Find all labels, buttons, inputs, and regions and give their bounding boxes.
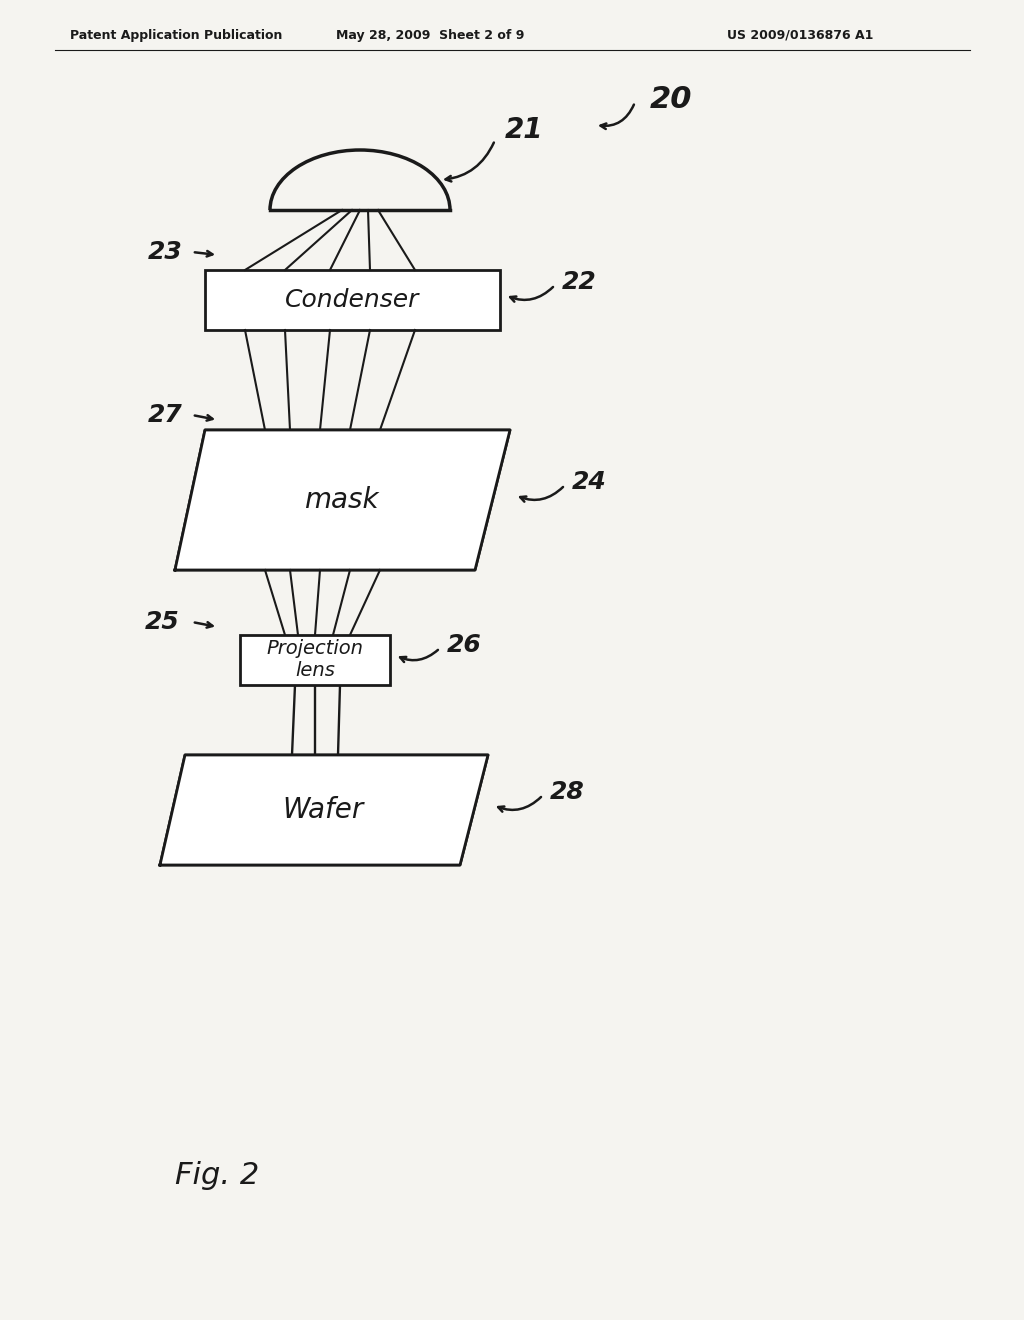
Text: 23: 23 [148,240,182,264]
Text: Projection
lens: Projection lens [266,639,364,681]
Text: 24: 24 [572,470,607,494]
Text: Fig. 2: Fig. 2 [175,1160,259,1189]
Text: 26: 26 [447,634,481,657]
Bar [205,271,500,330]
Text: Patent Application Publication: Patent Application Publication [70,29,283,41]
Bar [240,635,390,685]
Text: 21: 21 [505,116,544,144]
Text: 28: 28 [550,780,585,804]
Text: 22: 22 [562,271,597,294]
Text: May 28, 2009  Sheet 2 of 9: May 28, 2009 Sheet 2 of 9 [336,29,524,41]
Text: 25: 25 [145,610,180,634]
Text: US 2009/0136876 A1: US 2009/0136876 A1 [727,29,873,41]
Text: Condenser: Condenser [286,288,420,312]
Polygon shape [160,755,488,865]
Text: 20: 20 [650,86,692,115]
Text: Wafer: Wafer [283,796,364,824]
Text: mask: mask [304,486,379,513]
Polygon shape [175,430,510,570]
Text: 27: 27 [148,403,182,426]
